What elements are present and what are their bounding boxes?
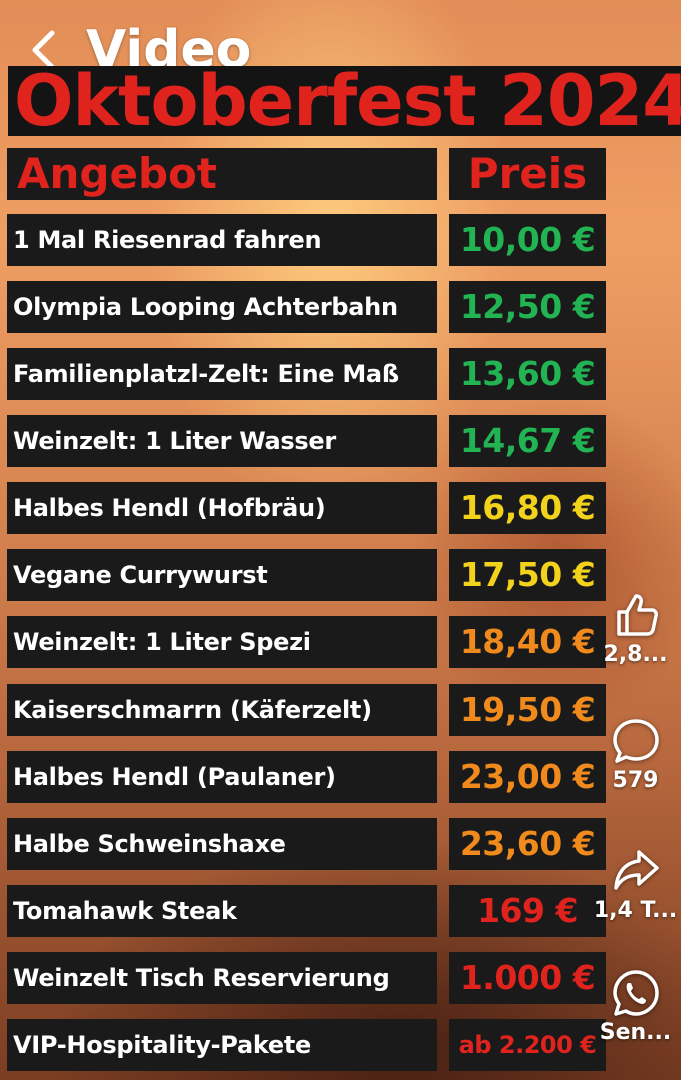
- thumbs-up-icon[interactable]: [611, 590, 661, 640]
- table-row: Halbe Schweinshaxe 23,60 €: [0, 818, 681, 870]
- item-name: Weinzelt: 1 Liter Spezi: [7, 616, 437, 668]
- item-price: 12,50 €: [449, 281, 606, 333]
- item-price: 18,40 €: [449, 616, 606, 668]
- item-price: 16,80 €: [449, 482, 606, 534]
- chevron-left-icon: [32, 30, 55, 70]
- comment-bubble-icon[interactable]: [611, 716, 661, 766]
- table-row: VIP-Hospitality-Pakete ab 2.200 €: [0, 1019, 681, 1071]
- share-count: 1,4 T...: [593, 898, 678, 923]
- item-price: 23,60 €: [449, 818, 606, 870]
- item-price: 17,50 €: [449, 549, 606, 601]
- item-name: Halbes Hendl (Hofbräu): [7, 482, 437, 534]
- table-row: Olympia Looping Achterbahn 12,50 €: [0, 281, 681, 333]
- banner-title: Oktoberfest 2024: [14, 66, 681, 136]
- top-bar: Video: [0, 0, 681, 80]
- back-button[interactable]: [28, 30, 58, 70]
- item-name: 1 Mal Riesenrad fahren: [7, 214, 437, 266]
- share-action[interactable]: 1,4 T...: [590, 846, 681, 924]
- table-row: Familienplatzl-Zelt: Eine Maß 13,60 €: [0, 348, 681, 400]
- table-row: Tomahawk Steak 169 €: [0, 885, 681, 937]
- item-name: Tomahawk Steak: [7, 885, 437, 937]
- header-angebot: Angebot: [7, 148, 437, 200]
- table-row: Kaiserschmarrn (Käferzelt) 19,50 €: [0, 684, 681, 736]
- send-action[interactable]: Sen...: [590, 968, 681, 1046]
- table-row: Halbes Hendl (Hofbräu) 16,80 €: [0, 482, 681, 534]
- table-row: Vegane Currywurst 17,50 €: [0, 549, 681, 601]
- item-name: Olympia Looping Achterbahn: [7, 281, 437, 333]
- table-row: Halbes Hendl (Paulaner) 23,00 €: [0, 751, 681, 803]
- item-price: 13,60 €: [449, 348, 606, 400]
- item-name: Kaiserschmarrn (Käferzelt): [7, 684, 437, 736]
- header-preis: Preis: [449, 148, 606, 200]
- item-name: Weinzelt Tisch Reservierung: [7, 952, 437, 1004]
- comment-count: 579: [612, 768, 659, 793]
- like-action[interactable]: 2,8...: [590, 590, 681, 668]
- comment-action[interactable]: 579: [590, 716, 681, 794]
- share-arrow-icon[interactable]: [611, 846, 661, 896]
- item-name: Halbes Hendl (Paulaner): [7, 751, 437, 803]
- item-price: 169 €: [449, 885, 606, 937]
- item-name: Familienplatzl-Zelt: Eine Maß: [7, 348, 437, 400]
- oktoberfest-banner: Oktoberfest 2024: [8, 66, 681, 136]
- item-name: Halbe Schweinshaxe: [7, 818, 437, 870]
- item-price: 19,50 €: [449, 684, 606, 736]
- like-count: 2,8...: [603, 642, 668, 667]
- item-name: VIP-Hospitality-Pakete: [7, 1019, 437, 1071]
- item-name: Vegane Currywurst: [7, 549, 437, 601]
- item-price: 10,00 €: [449, 214, 606, 266]
- item-price: ab 2.200 €: [449, 1019, 606, 1071]
- table-row: 1 Mal Riesenrad fahren 10,00 €: [0, 214, 681, 266]
- send-label: Sen...: [599, 1020, 672, 1045]
- item-price: 1.000 €: [449, 952, 606, 1004]
- table-row: Weinzelt: 1 Liter Spezi 18,40 €: [0, 616, 681, 668]
- whatsapp-icon[interactable]: [611, 968, 661, 1018]
- item-name: Weinzelt: 1 Liter Wasser: [7, 415, 437, 467]
- item-price: 23,00 €: [449, 751, 606, 803]
- table-row: Weinzelt Tisch Reservierung 1.000 €: [0, 952, 681, 1004]
- item-price: 14,67 €: [449, 415, 606, 467]
- table-row: Weinzelt: 1 Liter Wasser 14,67 €: [0, 415, 681, 467]
